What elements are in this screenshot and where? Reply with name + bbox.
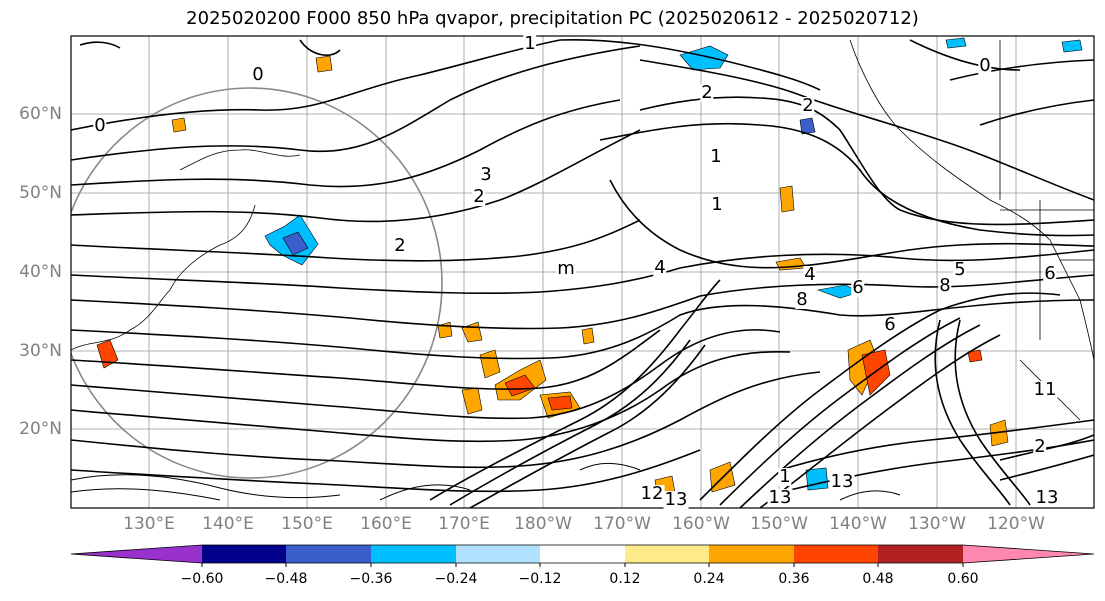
lon-label-150w: 150°W xyxy=(750,514,808,534)
map-title: 2025020200 F000 850 hPa qvapor, precipit… xyxy=(186,8,919,29)
contour-label: 2 xyxy=(393,235,407,256)
contour-label: 8 xyxy=(795,289,809,310)
lon-label-170e: 170°E xyxy=(438,514,490,534)
lat-label-60n: 60°N xyxy=(19,104,62,124)
highlight-circle xyxy=(71,87,443,479)
contour-label: 1 xyxy=(523,33,537,54)
contour-label: 6 xyxy=(1043,263,1057,284)
contour-label: m xyxy=(556,258,576,279)
map-frame xyxy=(70,35,1095,509)
lon-label-160e: 160°E xyxy=(360,514,412,534)
colorbar-tick-label: 0.60 xyxy=(947,571,979,587)
lon-label-170w: 170°W xyxy=(593,514,651,534)
contour-label: 5 xyxy=(953,259,967,280)
colorbar-tick-label: −0.36 xyxy=(349,571,393,587)
contour-label: 1 xyxy=(778,466,792,487)
colorbar-tick-label: 0.48 xyxy=(862,571,894,587)
contour-label: 0 xyxy=(251,64,265,85)
contour-label: 2 xyxy=(700,82,714,103)
lon-label-150e: 150°E xyxy=(281,514,333,534)
contour-label: 1 xyxy=(709,146,723,167)
colorbar-tick-label: −0.60 xyxy=(180,571,224,587)
colorbar-tick-label: −0.48 xyxy=(264,571,308,587)
colorbar-tick-label: 0.36 xyxy=(778,571,810,587)
lon-label-180w: 180°W xyxy=(514,514,572,534)
contour-label: 6 xyxy=(883,314,897,335)
lat-label-20n: 20°N xyxy=(19,419,62,439)
contour-label: 6 xyxy=(851,277,865,298)
lon-label-140w: 140°W xyxy=(829,514,887,534)
contour-label: 1 xyxy=(710,194,724,215)
coastlines xyxy=(71,39,1094,421)
contour-label: 0 xyxy=(93,115,107,136)
graticule xyxy=(71,36,1094,508)
lon-label-130e: 130°E xyxy=(123,514,175,534)
contour-label: 11 xyxy=(1032,379,1058,400)
contour-label: 13 xyxy=(767,487,793,508)
colorbar-tick-label: −0.12 xyxy=(518,571,562,587)
lat-label-40n: 40°N xyxy=(19,262,62,282)
contour-label: 4 xyxy=(803,264,817,285)
colorbar-tick-label: 0.24 xyxy=(693,571,725,587)
contour-label: 2 xyxy=(472,186,486,207)
contour-label: 4 xyxy=(653,257,667,278)
contours-thin xyxy=(71,462,901,501)
contour-label: 3 xyxy=(479,164,493,185)
lon-label-160w: 160°W xyxy=(672,514,730,534)
lat-label-30n: 30°N xyxy=(19,341,62,361)
contour-label: 12 xyxy=(639,483,665,504)
colorbar-tick-label: 0.12 xyxy=(609,571,641,587)
colorbar-tick-label: −0.24 xyxy=(434,571,478,587)
contour-label: 13 xyxy=(1034,487,1060,508)
contour-label: 2 xyxy=(801,95,815,116)
lon-label-120w: 120°W xyxy=(987,514,1045,534)
lon-label-140e: 140°E xyxy=(202,514,254,534)
contours xyxy=(71,38,1094,508)
contour-label: 13 xyxy=(829,471,855,492)
contour-label: 13 xyxy=(663,489,689,510)
contour-label: 2 xyxy=(1033,436,1047,457)
lat-label-50n: 50°N xyxy=(19,183,62,203)
precip-shading xyxy=(96,37,1083,501)
lon-label-130w: 130°W xyxy=(908,514,966,534)
contour-label: 8 xyxy=(938,275,952,296)
contour-label: 0 xyxy=(978,55,992,76)
